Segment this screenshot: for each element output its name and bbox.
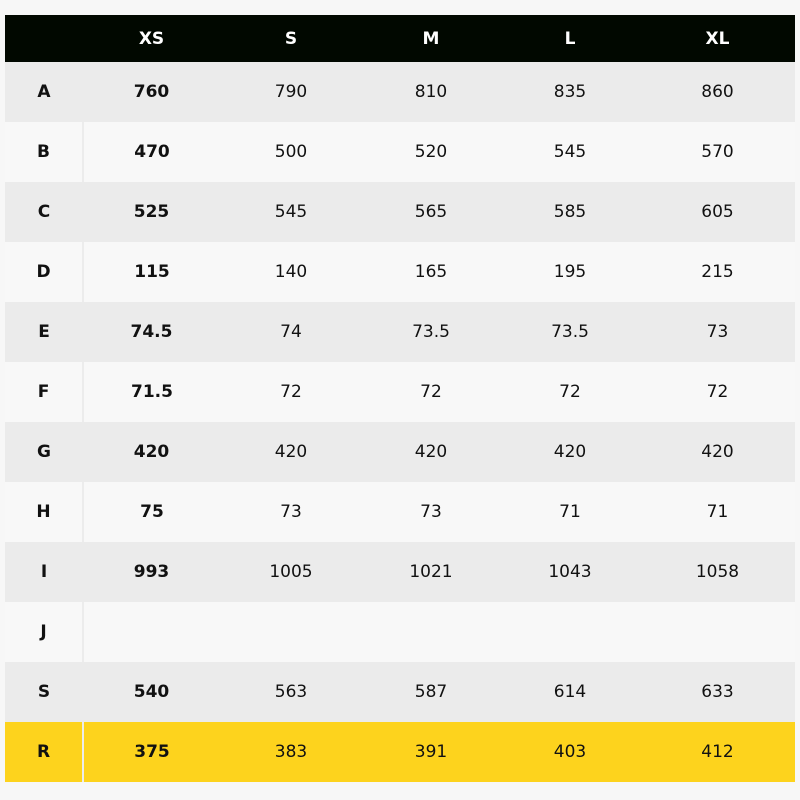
table-cell: 71 bbox=[706, 502, 729, 522]
table-cell: 420 bbox=[701, 442, 734, 462]
table-cell: 420 bbox=[553, 442, 587, 462]
table-cell: 383 bbox=[274, 742, 308, 762]
table-row: E 74.5 74 73.5 73.5 73 bbox=[5, 302, 795, 362]
table-cell: 525 bbox=[133, 202, 170, 222]
table-cell: 540 bbox=[133, 682, 170, 702]
table-cell: 74.5 bbox=[130, 322, 173, 342]
table-cell: 420 bbox=[274, 442, 308, 462]
table-cell: 73.5 bbox=[412, 322, 450, 342]
table-cell: 195 bbox=[553, 262, 587, 282]
row-label: I bbox=[40, 562, 48, 582]
table-cell: 545 bbox=[274, 202, 308, 222]
table-cell: 73 bbox=[280, 502, 302, 522]
table-cell: 565 bbox=[414, 202, 448, 222]
table-cell: 470 bbox=[134, 142, 170, 162]
table-cell: 1005 bbox=[269, 562, 313, 582]
table-cell: 760 bbox=[133, 82, 170, 102]
table-cell: 71.5 bbox=[131, 382, 173, 402]
table-row: I 993 1005 1021 1043 1058 bbox=[5, 542, 795, 602]
size-geometry-table: XS S M L XL A 760 790 810 835 860 B 470 500 520 54… bbox=[5, 15, 795, 782]
table-cell: 73 bbox=[706, 322, 729, 342]
table-cell: 570 bbox=[701, 142, 734, 162]
table-cell: 545 bbox=[553, 142, 587, 162]
row-label: F bbox=[5, 362, 84, 422]
row-label: R bbox=[5, 722, 84, 782]
table-cell bbox=[220, 602, 362, 662]
table-cell: 375 bbox=[134, 742, 170, 762]
table-cell: 614 bbox=[553, 682, 587, 702]
table-cell: 1021 bbox=[409, 562, 453, 582]
table-cell bbox=[362, 602, 500, 662]
table-cell: 71 bbox=[559, 502, 581, 522]
corner-cell bbox=[5, 15, 83, 62]
table-row: H 75 73 73 71 71 bbox=[5, 482, 795, 542]
table-cell: 140 bbox=[274, 262, 308, 282]
table-row: C 525 545 565 585 605 bbox=[5, 182, 795, 242]
table-cell: 73.5 bbox=[551, 322, 589, 342]
row-label: B bbox=[5, 122, 84, 182]
table-cell: 420 bbox=[133, 442, 170, 462]
header-row: XS S M L XL bbox=[5, 15, 795, 62]
table-cell: 1058 bbox=[695, 562, 740, 582]
table-row: G 420 420 420 420 420 bbox=[5, 422, 795, 482]
table-cell: 835 bbox=[553, 82, 587, 102]
row-label: H bbox=[5, 482, 84, 542]
row-label: J bbox=[5, 602, 84, 662]
row-label: E bbox=[38, 322, 50, 342]
table-cell: 403 bbox=[553, 742, 587, 762]
row-label: C bbox=[37, 202, 51, 222]
row-label: A bbox=[37, 82, 51, 102]
table-cell: 73 bbox=[420, 502, 442, 522]
row-label: S bbox=[37, 682, 51, 702]
table-cell bbox=[640, 602, 795, 662]
table-cell: 563 bbox=[274, 682, 308, 702]
table-cell: 790 bbox=[274, 82, 308, 102]
table-cell: 72 bbox=[559, 382, 581, 402]
row-label: G bbox=[37, 442, 51, 462]
table-cell bbox=[500, 602, 640, 662]
size-header-xs: XS bbox=[138, 28, 165, 49]
size-header-s: S bbox=[284, 28, 298, 49]
table-cell: 215 bbox=[701, 262, 734, 282]
table-row: D 115 140 165 195 215 bbox=[5, 242, 795, 302]
table-cell: 75 bbox=[140, 502, 164, 522]
table-cell: 412 bbox=[701, 742, 734, 762]
size-header-l: L bbox=[564, 28, 576, 49]
table-row: F 71.5 72 72 72 72 bbox=[5, 362, 795, 422]
table-cell: 633 bbox=[701, 682, 734, 702]
table-cell: 115 bbox=[134, 262, 170, 282]
row-label: D bbox=[5, 242, 84, 302]
table-row: J bbox=[5, 602, 795, 662]
table-row: B 470 500 520 545 570 bbox=[5, 122, 795, 182]
table-cell: 72 bbox=[280, 382, 302, 402]
table-cell: 165 bbox=[414, 262, 448, 282]
table-cell: 605 bbox=[701, 202, 734, 222]
table-cell: 1043 bbox=[548, 562, 592, 582]
table-cell: 72 bbox=[420, 382, 442, 402]
table-cell: 860 bbox=[701, 82, 734, 102]
table-cell bbox=[83, 602, 220, 662]
table-row: R 375 383 391 403 412 bbox=[5, 722, 795, 782]
table-cell: 810 bbox=[414, 82, 448, 102]
table-cell: 993 bbox=[133, 562, 170, 582]
table-cell: 520 bbox=[414, 142, 448, 162]
table-cell: 391 bbox=[414, 742, 448, 762]
table-cell: 500 bbox=[274, 142, 308, 162]
table-row: A 760 790 810 835 860 bbox=[5, 62, 795, 122]
table-row: S 540 563 587 614 633 bbox=[5, 662, 795, 722]
size-header-xl: XL bbox=[705, 28, 730, 49]
table-cell: 585 bbox=[553, 202, 587, 222]
table-cell: 72 bbox=[706, 382, 729, 402]
table-cell: 587 bbox=[414, 682, 448, 702]
table-cell: 420 bbox=[414, 442, 448, 462]
table-cell: 74 bbox=[280, 322, 302, 342]
size-header-m: M bbox=[422, 28, 440, 49]
